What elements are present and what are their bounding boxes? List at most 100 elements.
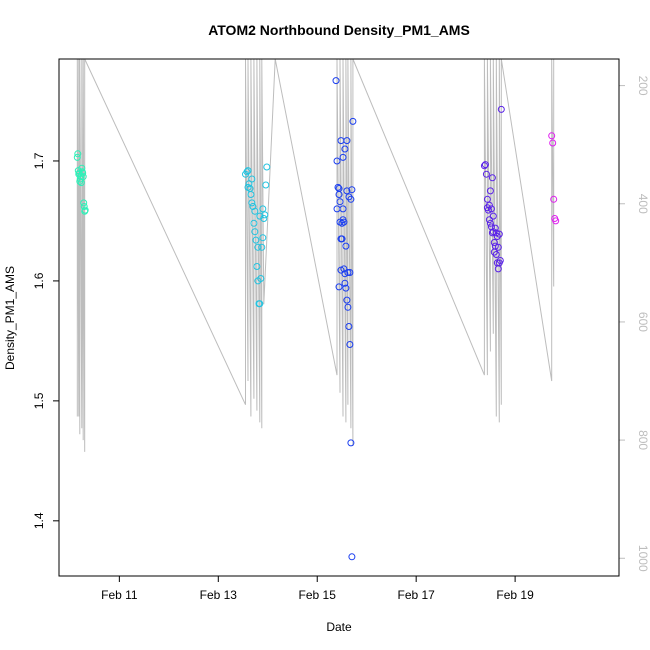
- data-point: [488, 174, 496, 182]
- data-point: [497, 105, 505, 113]
- plot-frame: [58, 58, 620, 577]
- data-point: [251, 207, 259, 215]
- data-point: [259, 234, 267, 242]
- data-point: [490, 239, 498, 246]
- data-point: [485, 216, 493, 224]
- data-point: [486, 187, 494, 195]
- data-point: [347, 195, 355, 203]
- x-axis-label: Date: [326, 620, 352, 634]
- data-point: [550, 195, 558, 203]
- right-tick-label: 1000: [636, 545, 650, 572]
- data-point: [256, 300, 264, 308]
- data-point: [80, 199, 88, 207]
- data-point: [338, 235, 346, 243]
- data-point: [341, 145, 349, 153]
- data-point: [487, 205, 495, 213]
- data-point: [347, 439, 355, 447]
- data-point: [549, 139, 557, 147]
- data-point: [342, 242, 350, 250]
- data-point: [78, 164, 86, 172]
- data-point: [336, 198, 344, 206]
- data-point: [482, 170, 490, 178]
- data-point: [344, 303, 352, 311]
- data-point: [341, 270, 349, 278]
- data-point: [343, 137, 351, 145]
- data-point: [77, 179, 85, 187]
- y-tick-label: 1.5: [32, 392, 46, 409]
- data-point: [339, 205, 347, 213]
- data-point: [345, 323, 353, 330]
- data-point: [244, 183, 252, 191]
- data-point: [254, 243, 262, 251]
- data-point: [81, 206, 89, 214]
- data-point: [548, 132, 556, 140]
- data-point: [243, 168, 251, 176]
- data-point: [250, 219, 258, 227]
- data-point: [338, 219, 346, 227]
- y-tick-label: 1.4: [32, 512, 46, 529]
- data-point: [259, 205, 267, 213]
- right-tick-label: 400: [636, 194, 650, 214]
- x-tick-label: Feb 19: [496, 588, 534, 602]
- data-point: [248, 175, 256, 183]
- data-point: [256, 212, 264, 220]
- plot-area: Feb 11 Feb 13 Feb 15 Feb 17 Feb 19 1.4 1.5 1.6 1…: [32, 58, 650, 602]
- data-point: [251, 228, 259, 236]
- y-tick-label: 1.6: [32, 272, 46, 289]
- data-point: [333, 157, 341, 165]
- right-tick-label: 800: [636, 430, 650, 450]
- data-point: [346, 341, 354, 348]
- data-point: [486, 219, 494, 227]
- data-point: [485, 201, 493, 209]
- right-tick-label: 200: [636, 76, 650, 96]
- data-point: [332, 77, 340, 85]
- data-point: [337, 266, 345, 274]
- x-tick-label: Feb 13: [200, 588, 238, 602]
- x-tick-label: Feb 15: [299, 588, 337, 602]
- right-tick-label: 600: [636, 312, 650, 332]
- data-point: [342, 284, 350, 292]
- data-point: [79, 173, 87, 181]
- data-point: [489, 212, 497, 220]
- data-point: [258, 243, 266, 251]
- x-tick-label: Feb 17: [397, 588, 435, 602]
- data-point: [262, 181, 270, 189]
- y-axis-label: Density_PM1_AMS: [3, 266, 17, 370]
- data-point: [492, 229, 500, 237]
- data-point: [481, 161, 489, 169]
- data-point: [80, 203, 88, 210]
- chart-title: ATOM2 Northbound Density_PM1_AMS: [208, 22, 470, 38]
- data-point: [552, 217, 560, 225]
- data-point: [252, 236, 260, 244]
- data-point: [247, 191, 255, 198]
- data-point: [348, 186, 356, 194]
- data-point: [261, 211, 269, 219]
- secondary-trace-line: [76, 58, 555, 452]
- data-point: [248, 199, 256, 207]
- data-point: [340, 218, 348, 226]
- data-point: [79, 169, 87, 177]
- data-point: [339, 153, 347, 161]
- y-tick-label: 1.7: [32, 152, 46, 169]
- data-point: [346, 269, 354, 276]
- data-point: [341, 279, 349, 287]
- data-point: [494, 243, 502, 251]
- data-point: [263, 163, 271, 171]
- data-point: [335, 185, 343, 192]
- data-point: [343, 296, 351, 304]
- data-point: [480, 162, 488, 170]
- data-point: [257, 275, 265, 282]
- data-point: [253, 263, 261, 270]
- data-point: [348, 553, 356, 561]
- data-point: [491, 224, 499, 232]
- data-point: [335, 283, 343, 291]
- data-point: [73, 153, 81, 161]
- data-point: [496, 257, 504, 264]
- data-point: [343, 187, 351, 195]
- data-point: [490, 248, 498, 256]
- data-point: [74, 150, 82, 158]
- data-point: [244, 167, 252, 175]
